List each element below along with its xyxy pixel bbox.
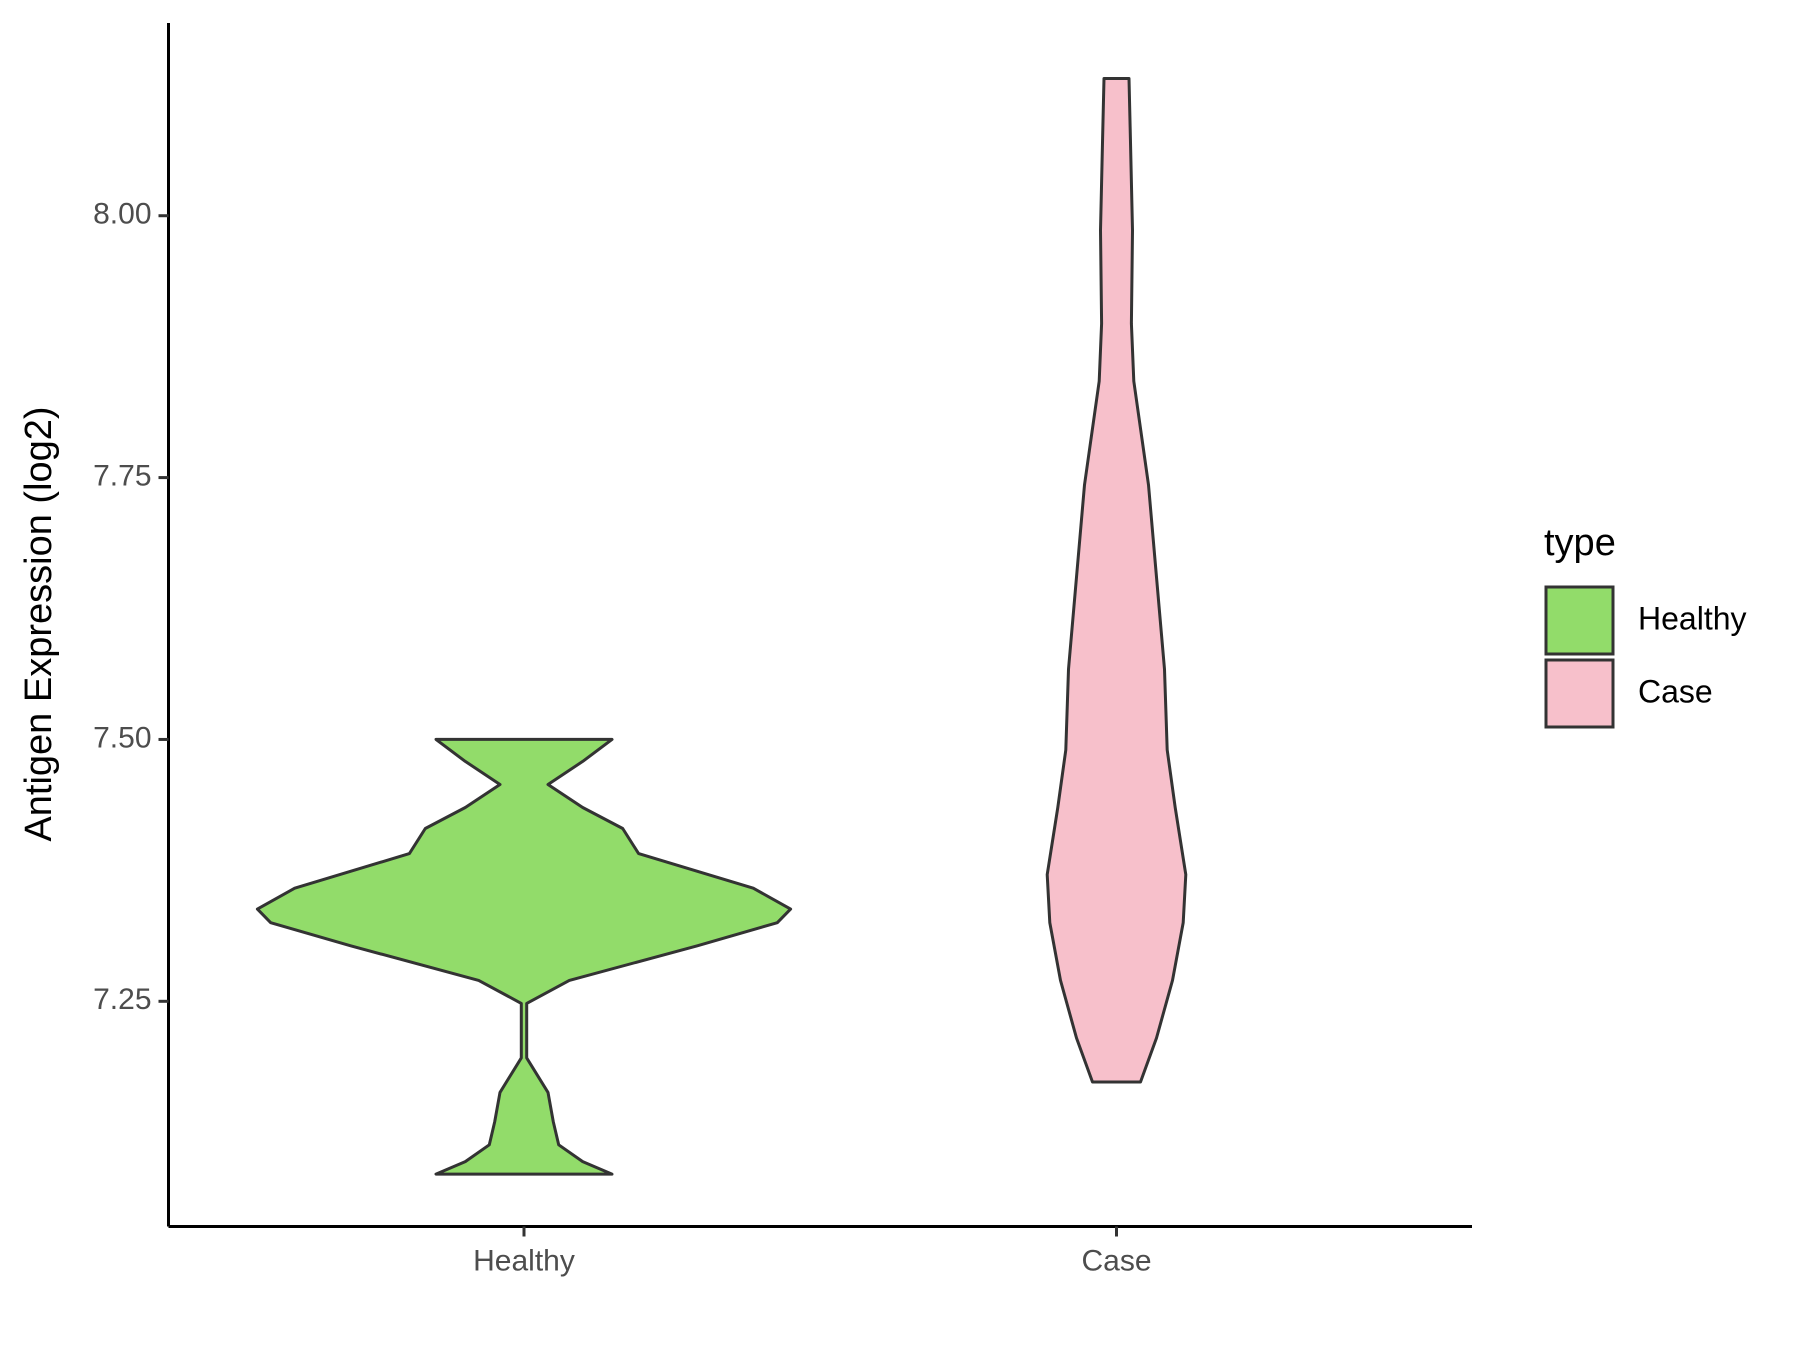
y-tick-label: 7.75: [93, 460, 151, 493]
y-tick-label: 8.00: [93, 198, 151, 231]
x-tick-label: Healthy: [473, 1244, 575, 1277]
y-tick-label: 7.25: [93, 983, 151, 1016]
legend-label: Case: [1638, 673, 1713, 709]
violin: [255, 737, 793, 1176]
legend-key: [1544, 658, 1615, 729]
legend-key: [1544, 585, 1615, 656]
legend-title: type: [1544, 522, 1616, 564]
y-tick-label: 7.50: [93, 721, 151, 754]
legend-label: Healthy: [1638, 600, 1747, 636]
violin: [1045, 77, 1188, 1084]
y-axis-title: Antigen Expression (log2): [18, 406, 60, 841]
x-tick-label: Case: [1081, 1244, 1151, 1277]
